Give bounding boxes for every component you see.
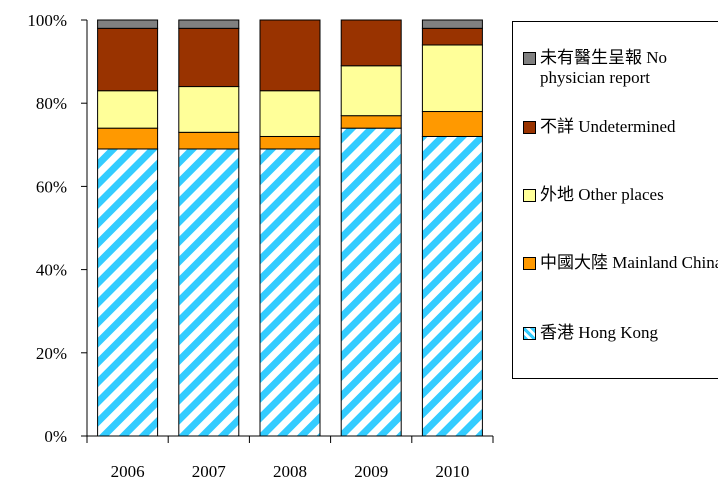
legend-item-undetermined: 不詳 Undetermined xyxy=(523,117,718,137)
x-tick-label: 2007 xyxy=(192,462,227,479)
bars xyxy=(98,20,483,436)
bar-segment xyxy=(98,91,158,128)
bar-segment xyxy=(260,20,320,91)
bar-segment xyxy=(422,28,482,45)
legend-item-other-places: 外地 Other places xyxy=(523,185,718,205)
y-tick-label: 20% xyxy=(36,344,67,363)
bar-segment xyxy=(422,112,482,137)
bar-segment xyxy=(341,20,401,66)
y-tick-label: 40% xyxy=(36,261,67,280)
bar-segment xyxy=(179,132,239,149)
y-tick-label: 0% xyxy=(44,427,67,446)
axis-labels: 0% 20% 40% 60% 80% 100% 2006 2007 2008 2009 2010 xyxy=(27,11,469,479)
x-tick-label: 2010 xyxy=(435,462,469,479)
bar-segment xyxy=(422,136,482,436)
bar-segment xyxy=(260,149,320,436)
bar-segment xyxy=(179,28,239,86)
bar-segment xyxy=(260,136,320,148)
legend-label: 未有醫生呈報 No physician report xyxy=(540,48,718,88)
bar-segment xyxy=(179,87,239,133)
legend-label: 香港 Hong Kong xyxy=(540,323,718,343)
bar-segment xyxy=(341,116,401,128)
x-tick-label: 2006 xyxy=(111,462,145,479)
bar-segment xyxy=(341,128,401,436)
bar-segment xyxy=(179,149,239,436)
y-tick-label: 60% xyxy=(36,177,67,196)
bar-segment xyxy=(422,45,482,112)
legend-item-hong-kong: 香港 Hong Kong xyxy=(523,323,718,343)
bar-segment xyxy=(98,128,158,149)
legend-swatch xyxy=(523,52,536,65)
legend-swatch xyxy=(523,327,536,340)
x-tick-label: 2008 xyxy=(273,462,307,479)
y-tick-label: 100% xyxy=(27,11,67,30)
bar-segment xyxy=(98,28,158,90)
x-tick-label: 2009 xyxy=(354,462,388,479)
bar-segment xyxy=(341,66,401,116)
bar-segment xyxy=(422,20,482,28)
legend-item-no-physician-report: 未有醫生呈報 No physician report xyxy=(523,48,718,88)
bar-segment xyxy=(98,149,158,436)
y-tick-label: 80% xyxy=(36,94,67,113)
legend-label: 不詳 Undetermined xyxy=(540,117,718,137)
legend-label: 中國大陸 Mainland China xyxy=(540,253,718,273)
legend-swatch xyxy=(523,257,536,270)
legend-swatch xyxy=(523,189,536,202)
legend-label: 外地 Other places xyxy=(540,185,718,205)
legend-item-mainland-china: 中國大陸 Mainland China xyxy=(523,253,718,273)
legend: 未有醫生呈報 No physician report 不詳 Undetermin… xyxy=(512,21,718,379)
bar-segment xyxy=(260,91,320,137)
legend-swatch xyxy=(523,121,536,134)
bar-segment xyxy=(98,20,158,28)
bar-segment xyxy=(179,20,239,28)
